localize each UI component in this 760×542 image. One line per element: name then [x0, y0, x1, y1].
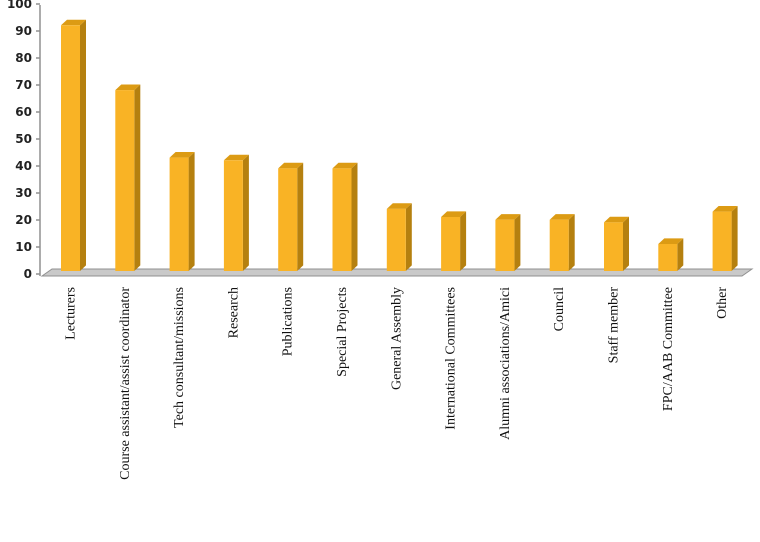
bar-side-face — [731, 206, 738, 271]
chart-floor — [40, 268, 754, 277]
x-category-label: Other — [715, 287, 730, 319]
bar-top-face — [278, 162, 304, 169]
bar-front-face — [604, 222, 623, 271]
x-category-label: Council — [552, 287, 567, 331]
bar-side-face — [460, 211, 467, 271]
bar — [332, 162, 358, 271]
y-tick-label: 80 — [15, 51, 32, 65]
bar — [169, 152, 195, 271]
bar-top-face — [386, 203, 412, 209]
bar-side-face — [677, 238, 684, 271]
bar-front-face — [115, 90, 135, 271]
bar-front-face — [278, 168, 298, 271]
bar — [658, 238, 684, 271]
bar-front-face — [495, 219, 515, 271]
x-category-label: Alumni associations/Amici — [498, 287, 513, 440]
bar-top-face — [549, 214, 575, 220]
x-category-label: International Committees — [444, 287, 459, 430]
bar-top-face — [169, 152, 195, 158]
bar-front-face — [658, 244, 678, 271]
bar — [441, 211, 467, 271]
bar — [712, 206, 738, 271]
y-tick-label: 70 — [15, 78, 32, 92]
bar-front-face — [712, 211, 732, 271]
bar-side-face — [134, 84, 141, 271]
bar-top-face — [441, 211, 467, 217]
bar — [386, 203, 412, 271]
bar-top-face — [712, 206, 738, 212]
bar-top-face — [604, 216, 629, 223]
bar-top-face — [115, 84, 141, 91]
y-tick-label: 60 — [15, 105, 32, 119]
bar-side-face — [188, 152, 195, 271]
bar-top-face — [495, 214, 521, 220]
bar — [495, 214, 521, 271]
bar-side-face — [351, 162, 358, 271]
y-tick-label: 20 — [15, 213, 32, 227]
bar-top-face — [332, 162, 358, 169]
y-tick-label: 50 — [15, 132, 32, 146]
bar-front-face — [441, 217, 461, 271]
y-tick-label: 0 — [24, 267, 32, 281]
bar — [61, 19, 86, 272]
x-category-label: General Assembly — [389, 287, 404, 390]
bar-side-face — [514, 214, 521, 271]
x-category-label: Course assistant/assist coordinator — [118, 287, 133, 480]
x-category-label: Staff member — [607, 287, 622, 364]
y-tick-label: 90 — [15, 24, 32, 38]
bar-front-face — [223, 160, 243, 271]
bar-top-face — [658, 238, 684, 244]
y-tick-label: 10 — [15, 240, 32, 254]
x-category-label: FPC/AAB Committee — [661, 287, 676, 411]
x-category-label: Publications — [281, 287, 296, 356]
y-tick-label: 30 — [15, 186, 32, 200]
bar-side-face — [568, 214, 575, 271]
bar-front-face — [61, 25, 80, 271]
bar-side-face — [623, 216, 629, 271]
bar-front-face — [549, 219, 569, 271]
bar-side-face — [297, 162, 304, 271]
bar — [223, 154, 249, 271]
bar — [278, 162, 304, 271]
y-tick-label: 100 — [7, 0, 32, 11]
bar-side-face — [80, 19, 86, 272]
bar-side-face — [405, 203, 412, 271]
x-category-label: Lecturers — [64, 287, 79, 340]
x-category-label: Tech consultant/missions — [172, 287, 187, 428]
bar — [604, 216, 629, 271]
bar-top-face — [223, 154, 249, 161]
x-category-label: Special Projects — [335, 287, 350, 377]
x-category-label: Research — [226, 287, 241, 338]
bar — [115, 84, 141, 271]
bar-side-face — [242, 154, 249, 271]
y-tick-label: 40 — [15, 159, 32, 173]
bar-top-face — [61, 19, 86, 26]
bar-front-face — [332, 168, 352, 271]
bar — [549, 214, 575, 271]
bar-front-face — [386, 208, 406, 271]
bar-front-face — [169, 157, 189, 271]
